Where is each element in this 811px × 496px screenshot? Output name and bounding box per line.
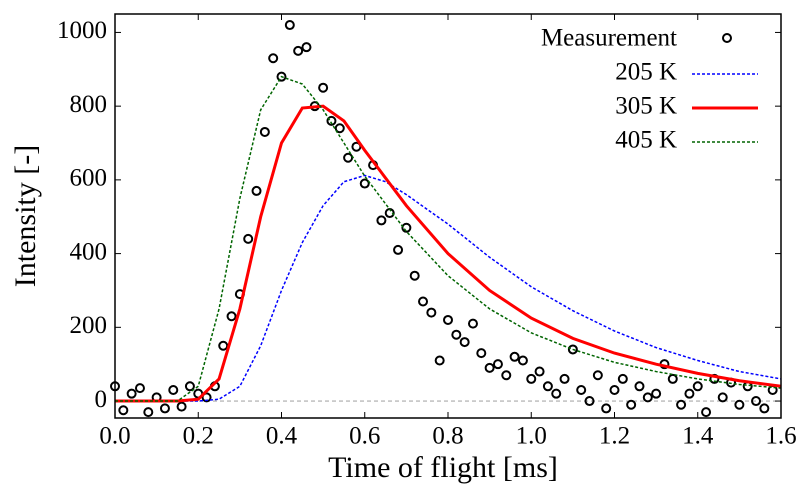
data-point xyxy=(218,340,229,351)
data-point xyxy=(284,20,295,31)
legend-label: 405 K xyxy=(615,127,677,154)
data-point xyxy=(467,318,478,329)
data-point xyxy=(293,45,304,56)
data-point xyxy=(526,373,537,384)
data-point xyxy=(651,388,662,399)
data-point xyxy=(576,384,587,395)
data-point xyxy=(126,388,137,399)
data-point xyxy=(201,392,212,403)
data-point xyxy=(642,392,653,403)
y-tick-label: 400 xyxy=(70,238,108,265)
data-point xyxy=(334,123,345,134)
data-point xyxy=(343,152,354,163)
series-line xyxy=(115,75,782,402)
data-point xyxy=(276,71,287,82)
data-point xyxy=(534,366,545,377)
legend-label: Measurement xyxy=(541,25,677,52)
data-point xyxy=(301,42,312,53)
data-point xyxy=(243,233,254,244)
data-point xyxy=(359,178,370,189)
data-point xyxy=(584,396,595,407)
x-tick-label: 0.8 xyxy=(432,423,463,450)
x-axis-label: Time of flight [ms] xyxy=(328,451,558,484)
y-tick-label: 200 xyxy=(70,312,108,339)
data-point xyxy=(393,244,404,255)
data-point xyxy=(759,403,770,414)
data-point xyxy=(509,351,520,362)
data-point xyxy=(501,370,512,381)
data-point xyxy=(459,337,470,348)
data-point xyxy=(484,362,495,373)
data-point xyxy=(717,392,728,403)
data-point xyxy=(268,53,279,64)
data-point xyxy=(734,399,745,410)
data-point xyxy=(667,373,678,384)
data-point xyxy=(542,381,553,392)
x-tick-label: 1.0 xyxy=(516,423,547,450)
y-tick-label: 0 xyxy=(95,386,108,413)
x-tick-label: 0.6 xyxy=(349,423,380,450)
legend-label: 205 K xyxy=(615,59,677,86)
series-line xyxy=(115,104,782,403)
data-point xyxy=(551,388,562,399)
x-tick-label: 0.2 xyxy=(183,423,214,450)
data-point xyxy=(684,388,695,399)
data-point xyxy=(409,270,420,281)
data-point xyxy=(517,355,528,366)
data-point xyxy=(326,115,337,126)
data-point xyxy=(226,311,237,322)
data-point xyxy=(592,370,603,381)
x-tick-label: 0.4 xyxy=(266,423,298,450)
data-point xyxy=(617,373,628,384)
data-point xyxy=(476,348,487,359)
x-tick-label: 1.6 xyxy=(765,423,796,450)
data-point xyxy=(118,405,129,416)
data-point xyxy=(418,296,429,307)
data-point xyxy=(401,222,412,233)
data-point xyxy=(376,215,387,226)
data-point xyxy=(251,185,262,196)
data-point xyxy=(451,329,462,340)
data-point xyxy=(626,399,637,410)
data-point xyxy=(601,403,612,414)
data-point xyxy=(143,407,154,418)
data-point xyxy=(318,82,329,93)
data-point xyxy=(176,401,187,412)
data-point xyxy=(184,381,195,392)
x-tick-label: 1.2 xyxy=(599,423,630,450)
data-point xyxy=(609,384,620,395)
data-point xyxy=(692,381,703,392)
series-line xyxy=(115,174,782,402)
data-point xyxy=(159,403,170,414)
x-tick-label: 1.4 xyxy=(682,423,714,450)
y-tick-label: 1000 xyxy=(57,17,107,44)
x-tick-label: 0.0 xyxy=(99,423,130,450)
data-point xyxy=(168,384,179,395)
data-point xyxy=(259,126,270,137)
data-point xyxy=(434,355,445,366)
data-point xyxy=(443,314,453,325)
data-point xyxy=(634,381,645,392)
data-point xyxy=(751,396,762,407)
y-tick-label: 600 xyxy=(70,165,108,192)
legend-label: 305 K xyxy=(615,93,677,120)
data-point xyxy=(492,359,503,370)
plot-frame xyxy=(114,13,782,419)
legend-marker xyxy=(722,33,732,43)
y-axis-label: Intensity [-] xyxy=(9,145,42,287)
data-point xyxy=(559,373,570,384)
data-point xyxy=(676,399,687,410)
data-point xyxy=(426,307,437,318)
data-point xyxy=(701,407,712,418)
data-point xyxy=(134,383,145,394)
y-tick-label: 800 xyxy=(70,91,108,118)
data-point xyxy=(567,344,578,355)
